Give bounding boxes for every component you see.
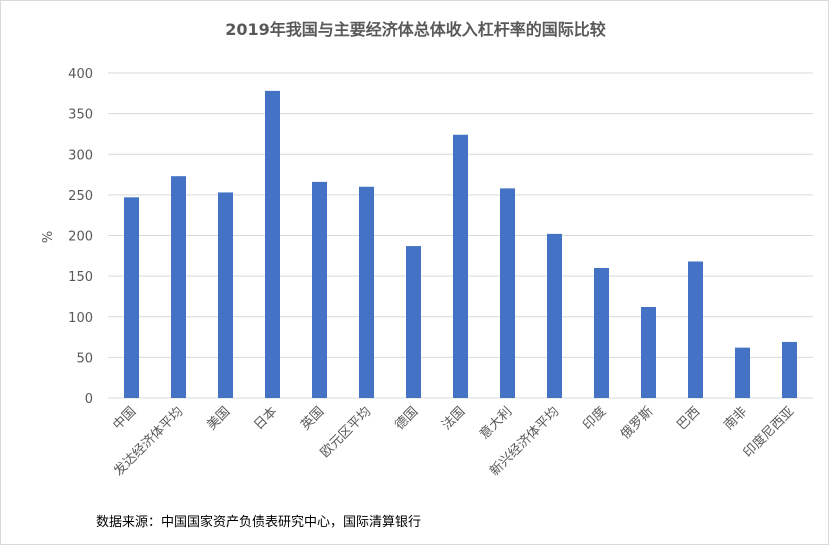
- x-tick-label: 美国: [204, 404, 233, 433]
- x-tick-label: 德国: [392, 404, 421, 433]
- bar: [453, 134, 468, 398]
- y-tick-label: 50: [76, 351, 93, 366]
- y-tick-label: 200: [68, 230, 93, 245]
- bar: [218, 192, 233, 398]
- y-tick-label: 250: [68, 189, 93, 204]
- x-tick-label: 中国: [110, 404, 139, 433]
- bar: [782, 341, 797, 398]
- bar: [500, 188, 515, 398]
- bar: [124, 197, 139, 398]
- x-tick-label: 巴西: [674, 404, 703, 433]
- bar: [171, 176, 186, 398]
- bar: [406, 246, 421, 398]
- bar: [312, 181, 327, 398]
- y-axis-ticks: 0 50 100 150 200 250 300 350 400: [68, 67, 93, 407]
- x-tick-label: 意大利: [476, 404, 515, 443]
- x-axis-ticks: 中国发达经济体平均 美国 日本 英国欧元区平均 德国 法国 意大利新兴经济体平均 印度 俄罗斯巴…: [110, 404, 797, 480]
- y-tick-label: 150: [68, 270, 93, 285]
- bar: [641, 307, 656, 398]
- x-tick-label: 英国: [298, 404, 327, 433]
- x-tick-label: 印度尼西亚: [740, 404, 797, 461]
- y-tick-label: 300: [68, 148, 93, 163]
- x-tick-label: 南非: [721, 404, 751, 434]
- bar: [594, 268, 609, 398]
- y-tick-label: 350: [68, 108, 93, 123]
- bar: [265, 90, 280, 398]
- chart-title: 2019年我国与主要经济体总体收入杠杆率的国际比较: [225, 20, 606, 39]
- x-tick-label: 印度: [580, 404, 610, 434]
- bar: [735, 347, 750, 398]
- source-note: 数据来源：中国国家资产负债表研究中心，国际清算银行: [96, 515, 422, 530]
- bar: [688, 261, 703, 398]
- x-tick-label: 法国: [439, 404, 468, 433]
- x-tick-label: 俄罗斯: [618, 404, 656, 442]
- y-tick-label: 0: [85, 392, 93, 407]
- bars: [124, 90, 797, 398]
- y-axis-label: %: [41, 231, 56, 243]
- y-tick-label: 100: [68, 311, 93, 326]
- x-tick-label: 日本: [251, 404, 280, 433]
- x-tick-label: 欧元区平均: [318, 404, 375, 461]
- bar: [547, 233, 562, 398]
- y-tick-label: 400: [68, 67, 93, 82]
- bar: [359, 186, 374, 398]
